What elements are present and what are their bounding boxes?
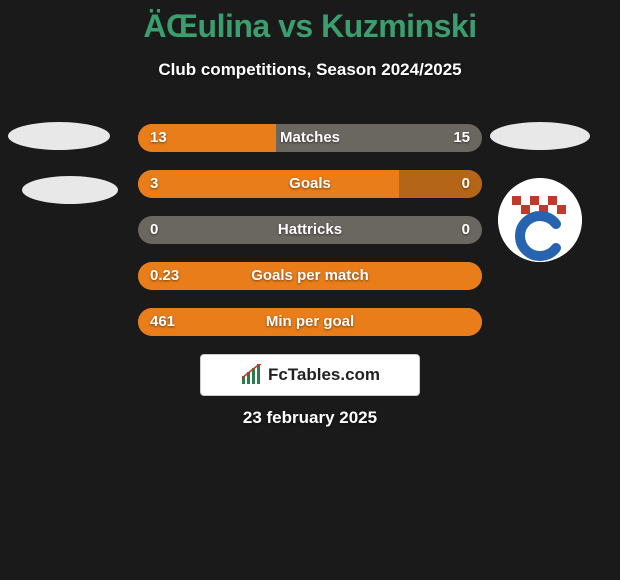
stat-label: Goals — [138, 170, 482, 198]
stat-row: Matches13 15 — [138, 124, 482, 152]
page-title: ÄŒulina vs Kuzminski — [0, 8, 620, 45]
background — [0, 0, 620, 580]
fctables-logo-text: FcTables.com — [268, 365, 380, 385]
player-right-avatar-placeholder — [490, 122, 590, 150]
fctables-logo: FcTables.com — [200, 354, 420, 396]
club-badge-icon — [498, 178, 582, 262]
stat-label: Hattricks — [138, 216, 482, 244]
stat-row: Goals per match0.23 — [138, 262, 482, 290]
stat-row: Hattricks0 0 — [138, 216, 482, 244]
stat-left-value: 13 — [150, 124, 167, 152]
date-label: 23 february 2025 — [0, 408, 620, 428]
stat-right-value: 0 — [462, 216, 470, 244]
stat-right-value: 15 — [453, 124, 470, 152]
stat-row: Goals3 0 — [138, 170, 482, 198]
stat-left-value: 3 — [150, 170, 158, 198]
subtitle: Club competitions, Season 2024/2025 — [0, 60, 620, 80]
chart-bars-icon — [240, 364, 262, 386]
player-left-avatar-placeholder — [8, 122, 110, 150]
player-left-club-placeholder — [22, 176, 118, 204]
stat-label: Min per goal — [138, 308, 482, 336]
stat-label: Goals per match — [138, 262, 482, 290]
club-badge-cibalia — [498, 178, 582, 262]
stat-row: Min per goal461 — [138, 308, 482, 336]
stat-right-value: 0 — [462, 170, 470, 198]
stat-left-value: 461 — [150, 308, 175, 336]
stat-left-value: 0 — [150, 216, 158, 244]
stat-label: Matches — [138, 124, 482, 152]
stat-left-value: 0.23 — [150, 262, 179, 290]
